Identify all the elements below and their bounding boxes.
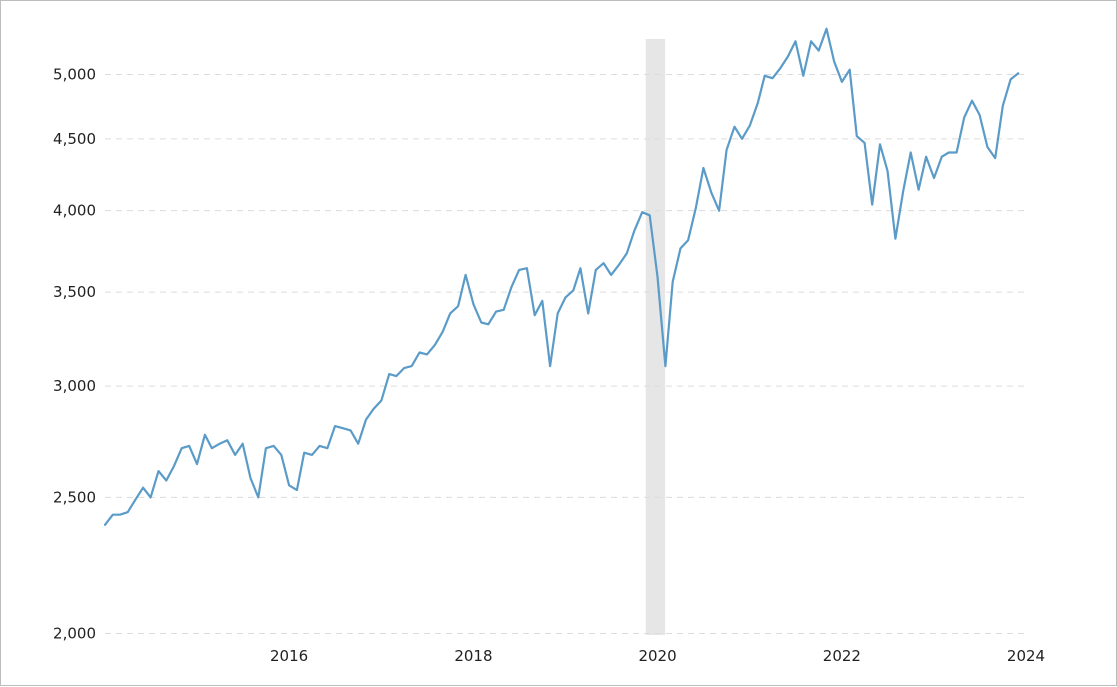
y-tick-label: 3,000 (53, 377, 96, 395)
y-tick-label: 4,000 (53, 202, 96, 220)
recession-band (645, 39, 666, 635)
series-line (103, 27, 1020, 526)
x-tick-label: 2018 (454, 647, 492, 665)
x-axis-tick-labels: 2016 2018 2020 2022 2024 (270, 647, 1045, 665)
y-tick-label: 4,500 (53, 130, 96, 148)
y-axis-tick-labels: 2,000 2,500 3,000 3,500 4,000 4,500 5,000 (53, 66, 96, 643)
y-tick-label: 2,500 (53, 488, 96, 506)
y-tick-label: 3,500 (53, 283, 96, 301)
y-tick-label: 2,000 (53, 624, 96, 642)
x-tick-label: 2016 (270, 647, 308, 665)
x-tick-label: 2022 (823, 647, 861, 665)
x-tick-label: 2020 (638, 647, 676, 665)
x-tick-label: 2024 (1007, 647, 1045, 665)
recession-band-layer (645, 39, 666, 635)
gridlines (105, 74, 1026, 634)
series-line-layer (103, 27, 1020, 526)
y-tick-label: 5,000 (53, 66, 96, 84)
